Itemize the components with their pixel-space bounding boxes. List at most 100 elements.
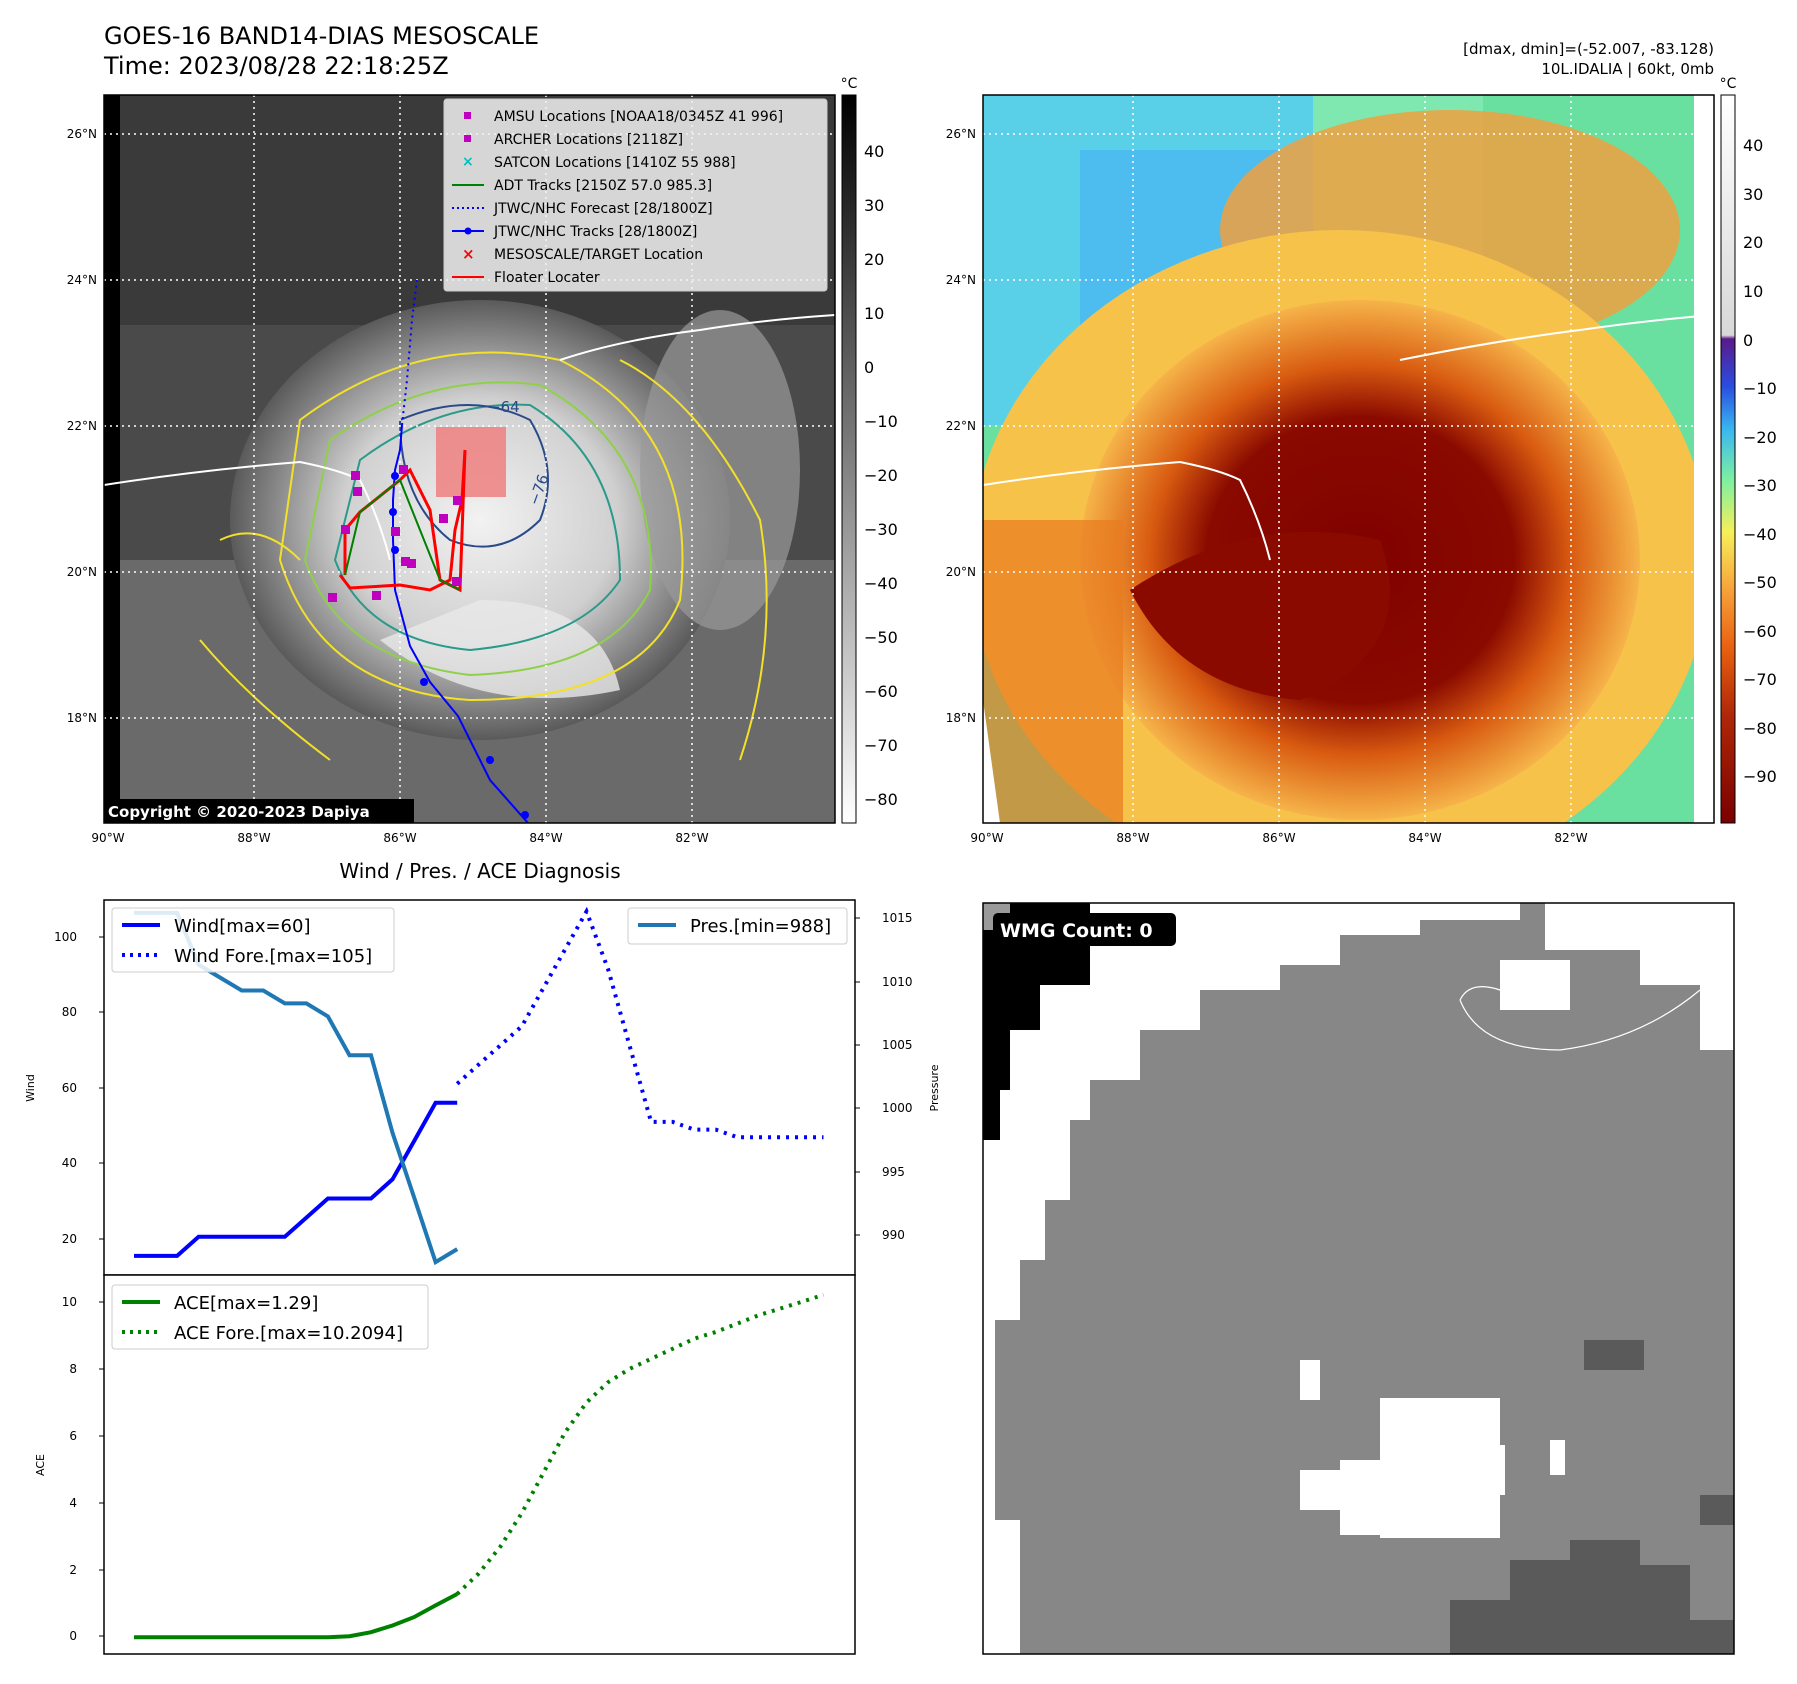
legend-amsu: AMSU Locations [NOAA18/0345Z 41 996] bbox=[494, 109, 783, 125]
legend-adt: ADT Tracks [2150Z 57.0 985.3] bbox=[494, 178, 712, 194]
wmg-panel: WMG Count: 0 bbox=[982, 902, 1735, 1655]
svg-text:40: 40 bbox=[1743, 136, 1763, 155]
contour-label: −64 bbox=[488, 398, 520, 416]
svg-text:20: 20 bbox=[1743, 233, 1763, 252]
svg-text:86°W: 86°W bbox=[1262, 831, 1295, 845]
svg-text:−30: −30 bbox=[1743, 476, 1777, 495]
svg-text:10: 10 bbox=[1743, 282, 1763, 301]
svg-text:995: 995 bbox=[882, 1165, 905, 1179]
diagnosis-title: Wind / Pres. / ACE Diagnosis bbox=[339, 859, 620, 883]
svg-text:−80: −80 bbox=[1743, 719, 1777, 738]
map2-lon-labels: 90°W 88°W 86°W 84°W 82°W bbox=[970, 831, 1587, 845]
legend-tracks: JTWC/NHC Tracks [28/1800Z] bbox=[493, 224, 697, 240]
svg-text:82°W: 82°W bbox=[675, 831, 708, 845]
svg-text:84°W: 84°W bbox=[529, 831, 562, 845]
legend-archer: ARCHER Locations [2118Z] bbox=[494, 132, 683, 148]
svg-text:−20: −20 bbox=[864, 466, 898, 485]
svg-text:30: 30 bbox=[864, 196, 884, 215]
map1-lat-labels: 26°N 24°N 22°N 20°N 18°N bbox=[67, 127, 97, 725]
svg-text:−30: −30 bbox=[864, 520, 898, 539]
svg-text:40: 40 bbox=[62, 1156, 77, 1170]
figure-title: GOES-16 BAND14-DIAS MESOSCALE bbox=[104, 22, 539, 50]
svg-text:26°N: 26°N bbox=[67, 127, 97, 141]
svg-text:6: 6 bbox=[69, 1429, 77, 1443]
svg-text:Wind: Wind bbox=[24, 1074, 37, 1102]
svg-text:20°N: 20°N bbox=[67, 565, 97, 579]
svg-text:°C: °C bbox=[1720, 76, 1737, 92]
svg-text:20: 20 bbox=[864, 250, 884, 269]
svg-text:84°W: 84°W bbox=[1408, 831, 1441, 845]
wind-series-line-1 bbox=[455, 906, 824, 1140]
wind-pressure-axes: Wind Pressure 100 80 60 40 20 1015 1010 … bbox=[24, 899, 941, 1276]
legend-floater: Floater Locater bbox=[494, 270, 600, 286]
legend-mesoscale: MESOSCALE/TARGET Location bbox=[494, 247, 703, 263]
svg-text:−10: −10 bbox=[1743, 379, 1777, 398]
colorbar-color: °C 40 30 20 10 0 −10 −20 −30 −40 −50 −60… bbox=[1720, 76, 1777, 824]
svg-text:88°W: 88°W bbox=[237, 831, 270, 845]
svg-text:30: 30 bbox=[1743, 185, 1763, 204]
svg-text:1000: 1000 bbox=[882, 1101, 913, 1115]
wmg-count-label: WMG Count: 0 bbox=[1000, 920, 1153, 942]
svg-text:−80: −80 bbox=[864, 790, 898, 809]
svg-text:90°W: 90°W bbox=[970, 831, 1003, 845]
legend-forecast: JTWC/NHC Forecast [28/1800Z] bbox=[493, 201, 713, 217]
svg-text:0: 0 bbox=[1743, 331, 1753, 350]
svg-text:2: 2 bbox=[69, 1563, 77, 1577]
svg-text:Pressure: Pressure bbox=[928, 1064, 941, 1111]
svg-text:90°W: 90°W bbox=[91, 831, 124, 845]
legend-wind: Wind[max=60] bbox=[174, 916, 311, 937]
ace-series-line-0 bbox=[134, 1592, 459, 1640]
dmax-dmin-text: [dmax, dmin]=(-52.007, -83.128) bbox=[1463, 40, 1714, 58]
svg-text:−70: −70 bbox=[1743, 670, 1777, 689]
svg-text:−70: −70 bbox=[864, 736, 898, 755]
figure-time: Time: 2023/08/28 22:18:25Z bbox=[103, 52, 449, 80]
svg-text:18°N: 18°N bbox=[67, 711, 97, 725]
svg-text:−60: −60 bbox=[1743, 622, 1777, 641]
legend-pres: Pres.[min=988] bbox=[690, 916, 831, 937]
map2-lat-labels: 26°N 24°N 22°N 20°N 18°N bbox=[946, 127, 976, 725]
svg-text:8: 8 bbox=[69, 1362, 77, 1376]
x-marker-icon: × bbox=[462, 154, 474, 170]
svg-text:−20: −20 bbox=[1743, 428, 1777, 447]
svg-text:60: 60 bbox=[62, 1081, 77, 1095]
svg-text:−60: −60 bbox=[864, 682, 898, 701]
svg-text:24°N: 24°N bbox=[946, 273, 976, 287]
svg-text:990: 990 bbox=[882, 1228, 905, 1242]
ace-axes: ACE 10 8 6 4 2 0 ACE[max=1.29] ACE Fore.… bbox=[34, 1274, 856, 1655]
svg-text:80: 80 bbox=[62, 1005, 77, 1019]
map-legend: AMSU Locations [NOAA18/0345Z 41 996] ARC… bbox=[443, 98, 828, 292]
colorbar-grayscale: °C 40 30 20 10 0 −10 −20 −30 −40 −50 −60… bbox=[841, 76, 898, 824]
svg-text:10: 10 bbox=[864, 304, 884, 323]
map-panel-color bbox=[982, 94, 1715, 824]
svg-text:88°W: 88°W bbox=[1116, 831, 1149, 845]
svg-text:18°N: 18°N bbox=[946, 711, 976, 725]
svg-text:0: 0 bbox=[69, 1629, 77, 1643]
svg-text:°C: °C bbox=[841, 76, 858, 92]
svg-text:−90: −90 bbox=[1743, 767, 1777, 786]
svg-text:−50: −50 bbox=[1743, 573, 1777, 592]
legend-wind-fore: Wind Fore.[max=105] bbox=[174, 946, 372, 967]
svg-text:26°N: 26°N bbox=[946, 127, 976, 141]
map1-lon-labels: 90°W 88°W 86°W 84°W 82°W bbox=[91, 831, 708, 845]
x-marker-icon: × bbox=[462, 245, 475, 263]
svg-text:4: 4 bbox=[69, 1496, 77, 1510]
svg-text:−10: −10 bbox=[864, 412, 898, 431]
storm-info-text: 10L.IDALIA | 60kt, 0mb bbox=[1541, 60, 1714, 78]
copyright-text: Copyright © 2020-2023 Dapiya bbox=[108, 803, 370, 821]
ace-series-line-1 bbox=[455, 1292, 825, 1596]
svg-text:0: 0 bbox=[864, 358, 874, 377]
legend-ace-fore: ACE Fore.[max=10.2094] bbox=[174, 1323, 403, 1344]
svg-text:22°N: 22°N bbox=[67, 419, 97, 433]
svg-text:1015: 1015 bbox=[882, 911, 913, 925]
svg-text:82°W: 82°W bbox=[1554, 831, 1587, 845]
svg-text:1005: 1005 bbox=[882, 1038, 913, 1052]
svg-text:−40: −40 bbox=[1743, 525, 1777, 544]
svg-text:ACE: ACE bbox=[34, 1454, 47, 1476]
svg-text:100: 100 bbox=[54, 930, 77, 944]
svg-text:10: 10 bbox=[62, 1295, 77, 1309]
svg-text:20: 20 bbox=[62, 1232, 77, 1246]
svg-text:86°W: 86°W bbox=[383, 831, 416, 845]
svg-text:−40: −40 bbox=[864, 574, 898, 593]
svg-text:40: 40 bbox=[864, 142, 884, 161]
legend-ace: ACE[max=1.29] bbox=[174, 1293, 318, 1314]
